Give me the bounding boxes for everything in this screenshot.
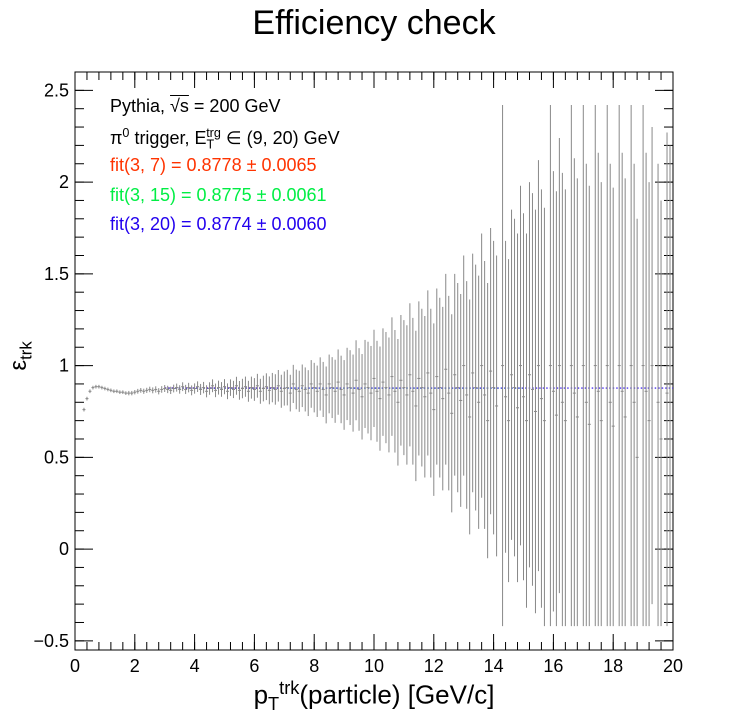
x-axis-label-sup: trk (279, 678, 300, 698)
annotation-text: fit(3, 15) = 0.8775 ± 0.0061 (110, 185, 327, 205)
x-tick-label: 14 (484, 656, 504, 676)
y-tick-label: 1 (59, 356, 69, 376)
annotation-line: π0 trigger, ETtrg ∈ (9, 20) GeV (110, 126, 340, 152)
y-tick-label: 2.5 (44, 80, 69, 100)
annotation-sub: T (206, 137, 215, 152)
annotation-text: fit(3, 20) = 0.8774 ± 0.0060 (110, 214, 327, 234)
annotation-sup: trg (206, 126, 221, 140)
y-tick-label: 0 (59, 539, 69, 559)
annotation-line: fit(3, 7) = 0.8778 ± 0.0065 (110, 155, 317, 176)
y-tick-label: −0.5 (33, 631, 69, 651)
x-axis-label-rest: (particle) [GeV/c] (299, 679, 495, 710)
annotation-text: fit(3, 7) = 0.8778 ± 0.0065 (110, 155, 317, 175)
x-tick-label: 0 (70, 656, 80, 676)
annotation-sup: 0 (122, 126, 130, 140)
y-axis-label: εtrk (5, 341, 37, 370)
y-axis-label-main: ε (4, 359, 32, 371)
annotation-text: = 200 GeV (188, 96, 281, 116)
x-tick-label: 4 (190, 656, 200, 676)
y-axis-label-sub: trk (16, 341, 36, 360)
annotation-text: trigger, E (129, 128, 207, 148)
x-axis-label: pTtrk(particle) [GeV/c] (0, 678, 748, 715)
x-tick-label: 10 (364, 656, 384, 676)
y-tick-label: 2 (59, 172, 69, 192)
x-axis-label-sub: T (268, 693, 280, 714)
annotation-text: Pythia, (110, 96, 171, 116)
x-tick-label: 8 (309, 656, 319, 676)
x-tick-label: 18 (603, 656, 623, 676)
x-tick-label: 16 (543, 656, 563, 676)
y-tick-label: 0.5 (44, 447, 69, 467)
annotation-line: fit(3, 15) = 0.8775 ± 0.0061 (110, 185, 327, 206)
annotation-line: fit(3, 20) = 0.8774 ± 0.0060 (110, 214, 327, 235)
annotation-line: Pythia, √s = 200 GeV (110, 96, 281, 117)
x-axis-label-main: p (253, 679, 269, 710)
annotation-sqrt: √s (170, 96, 189, 116)
x-tick-label: 20 (663, 656, 683, 676)
x-tick-label: 2 (130, 656, 140, 676)
annotation-text: π (110, 128, 123, 148)
x-tick-label: 12 (424, 656, 444, 676)
x-tick-label: 6 (249, 656, 259, 676)
chart-title: Efficiency check (252, 4, 496, 42)
annotation-text: ∈ (9, 20) GeV (220, 128, 340, 148)
y-tick-label: 1.5 (44, 264, 69, 284)
